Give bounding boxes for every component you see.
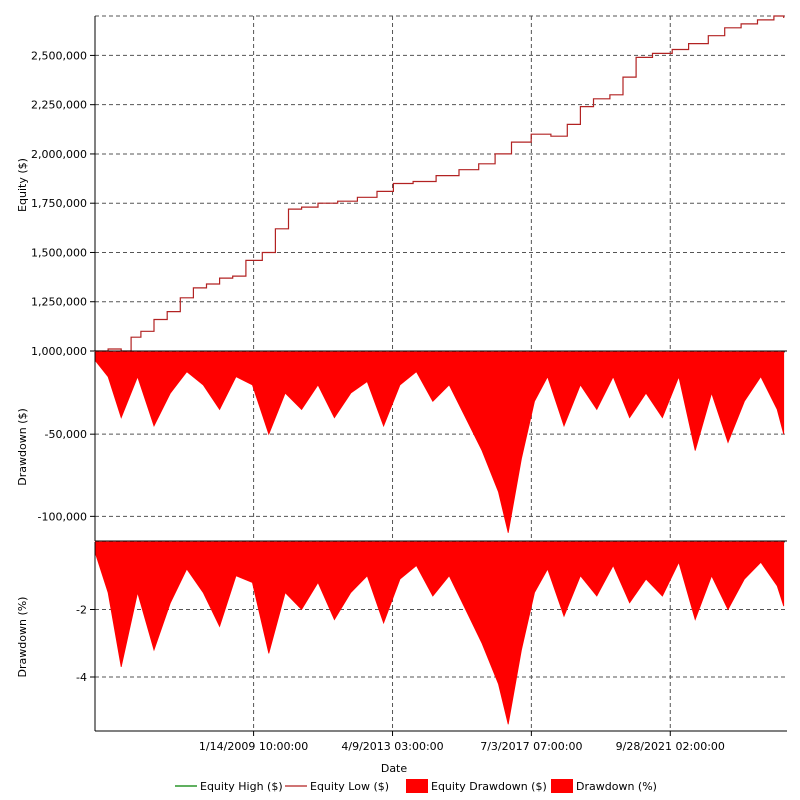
tick-layer: 1,000,000 1,250,000 1,500,000 1,750,000 2,00… <box>31 49 725 753</box>
panel-2-ytick-label: -4 <box>76 671 87 684</box>
legend-item-label: Equity Low ($) <box>310 780 389 793</box>
panel-1-ytick-label: -100,000 <box>38 510 87 523</box>
legend-item-label: Drawdown (%) <box>576 780 657 793</box>
legend-item-label: Equity Drawdown ($) <box>431 780 547 793</box>
panel-2-ytick-label: -2 <box>76 604 87 617</box>
drawdown-pct-area <box>94 541 785 725</box>
equity-low-line <box>95 15 785 352</box>
panel-0-ytick-label: 1,250,000 <box>31 296 87 309</box>
legend-item-label: Equity High ($) <box>200 780 283 793</box>
panel-1-ytick-label: -50,000 <box>45 428 87 441</box>
drawdown-pct-axis-title: Drawdown (%) <box>16 597 29 678</box>
panel-0-ytick-label: 2,500,000 <box>31 49 87 62</box>
panel-0-ytick-label: 1,000,000 <box>31 345 87 358</box>
legend: Equity High ($) Equity Low ($) Equity Draw… <box>175 779 657 793</box>
frame-layer <box>94 16 787 732</box>
equity-axis-title: Equity ($) <box>16 158 29 212</box>
x-tick-label: 4/9/2013 03:00:00 <box>341 740 443 753</box>
x-axis-title: Date <box>381 762 408 775</box>
drawdown-usd-area <box>94 351 785 533</box>
series-layer <box>94 15 785 725</box>
panel-0-ytick-label: 2,250,000 <box>31 99 87 112</box>
legend-swatch-box <box>551 779 573 793</box>
x-tick-label: 9/28/2021 02:00:00 <box>616 740 725 753</box>
panel-0-ytick-label: 1,750,000 <box>31 197 87 210</box>
panel-0-ytick-label: 2,000,000 <box>31 148 87 161</box>
x-tick-label: 7/3/2017 07:00:00 <box>480 740 582 753</box>
panel-0-ytick-label: 1,500,000 <box>31 246 87 259</box>
legend-swatch-box <box>406 779 428 793</box>
drawdown-usd-axis-title: Drawdown ($) <box>16 408 29 486</box>
x-tick-label: 1/14/2009 10:00:00 <box>199 740 308 753</box>
